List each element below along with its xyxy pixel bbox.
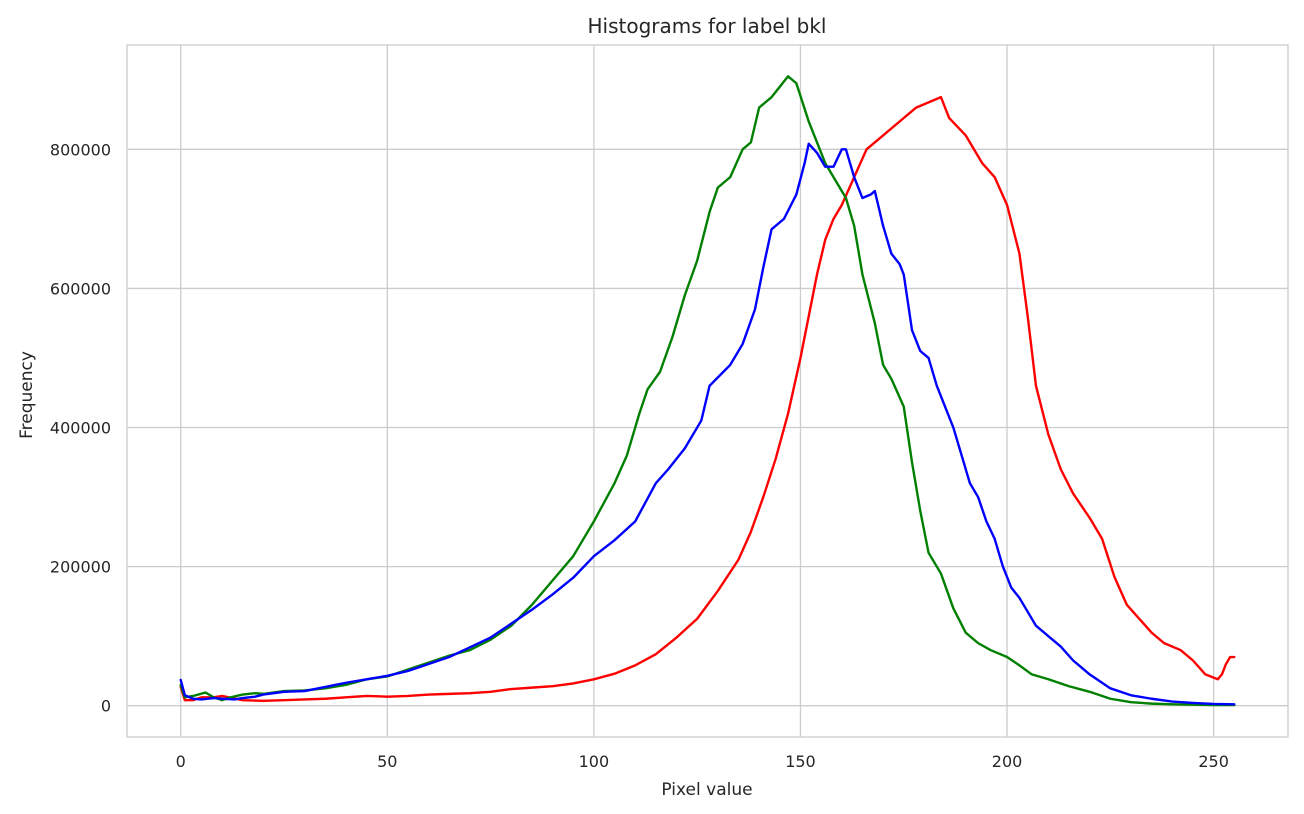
y-axis-label: Frequency <box>17 351 37 439</box>
y-tick-label: 0 <box>101 697 111 716</box>
x-tick-label: 200 <box>992 752 1023 771</box>
series-line <box>179 75 1236 707</box>
y-tick-label: 800000 <box>50 140 111 159</box>
x-tick-label: 250 <box>1198 752 1229 771</box>
y-tick-label: 600000 <box>50 279 111 298</box>
series-layer <box>179 75 1236 707</box>
series-line <box>179 142 1236 706</box>
tick-labels: 0 50 100 150 200 250 0 200000 400000 600000 800000 <box>50 140 1229 771</box>
series-line <box>179 95 1236 703</box>
y-tick-label: 400000 <box>50 419 111 438</box>
x-axis-label: Pixel value <box>661 780 752 800</box>
x-tick-label: 100 <box>579 752 610 771</box>
x-tick-label: 0 <box>176 752 186 771</box>
y-tick-label: 200000 <box>50 558 111 577</box>
chart-title: Histograms for label bkl <box>588 14 827 38</box>
x-tick-label: 50 <box>377 752 397 771</box>
grid-lines <box>127 45 1288 737</box>
plot-frame <box>126 44 1289 738</box>
x-tick-label: 150 <box>785 752 816 771</box>
